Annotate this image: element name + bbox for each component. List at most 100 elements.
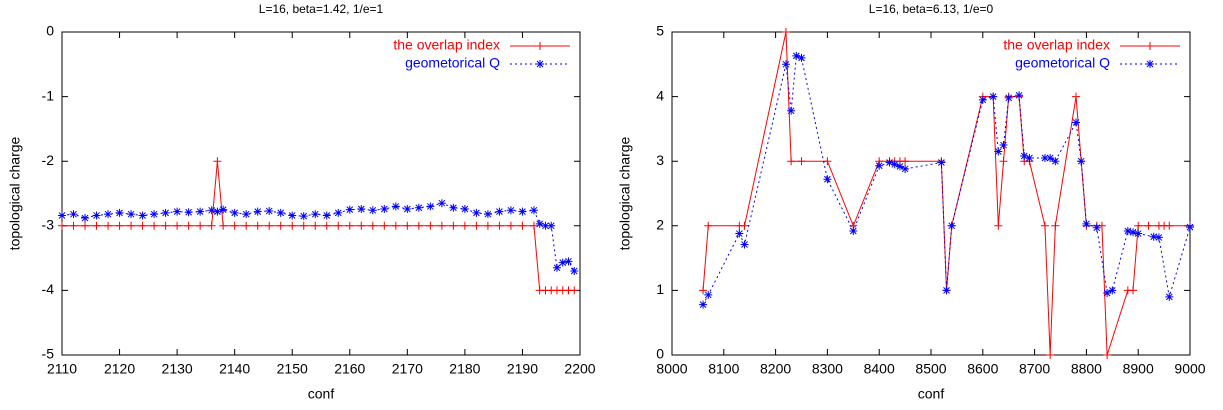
legend-marker: [536, 42, 544, 50]
data-point: [1165, 221, 1174, 230]
data-point: [161, 221, 170, 230]
data-point: [1103, 288, 1112, 297]
data-point: [276, 221, 285, 230]
data-point: [345, 221, 354, 230]
x-tick-label: 2200: [564, 361, 595, 377]
data-point: [207, 221, 216, 230]
data-point: [380, 205, 389, 214]
data-point: [999, 141, 1008, 150]
chart-title: L=16, beta=1.42, 1/e=1: [259, 2, 384, 16]
data-point: [334, 221, 343, 230]
y-tick-label: -5: [42, 346, 55, 362]
y-axis-label: topological charge: [7, 136, 23, 250]
data-point: [989, 92, 998, 101]
x-tick-label: 9000: [1174, 361, 1205, 377]
data-point: [184, 208, 193, 217]
data-point: [792, 51, 801, 60]
data-point: [403, 221, 412, 230]
y-tick-label: 1: [656, 281, 664, 297]
data-point: [104, 221, 113, 230]
data-point: [69, 210, 78, 219]
x-tick-label: 8500: [915, 361, 946, 377]
x-tick-label: 8300: [812, 361, 843, 377]
data-point: [368, 206, 377, 215]
data-point: [357, 221, 366, 230]
data-point: [937, 158, 946, 167]
data-point: [1134, 221, 1143, 230]
data-point: [552, 263, 561, 272]
data-point: [1103, 351, 1112, 359]
data-point: [265, 221, 274, 230]
data-point: [437, 221, 446, 230]
data-point: [895, 162, 904, 171]
data-point: [875, 161, 884, 170]
data-point: [495, 221, 504, 230]
data-point: [564, 257, 573, 266]
data-point: [1092, 223, 1101, 232]
data-point: [1004, 93, 1013, 102]
data-point: [265, 206, 274, 215]
data-point: [797, 53, 806, 62]
x-tick-label: 8200: [760, 361, 791, 377]
data-point: [242, 221, 251, 230]
data-point: [92, 211, 101, 220]
data-point: [58, 211, 66, 220]
data-point: [781, 28, 790, 36]
legend-label: the overlap index: [1003, 37, 1110, 53]
data-point: [518, 221, 527, 230]
data-point: [483, 221, 492, 230]
data-point: [1015, 91, 1024, 100]
legend-marker: [536, 60, 544, 68]
data-point: [1046, 153, 1055, 162]
data-point: [150, 210, 159, 219]
data-point: [1040, 153, 1049, 162]
data-point: [740, 240, 749, 249]
y-tick-label: 4: [656, 87, 664, 103]
data-point: [391, 221, 400, 230]
x-tick-label: 8900: [1123, 361, 1154, 377]
data-point: [196, 221, 205, 230]
data-point: [797, 157, 806, 166]
plot-frame: [61, 31, 581, 356]
data-point: [253, 207, 262, 216]
data-point: [1165, 292, 1174, 301]
data-point: [230, 221, 239, 230]
y-tick-label: -1: [42, 87, 55, 103]
data-point: [1134, 229, 1143, 238]
data-point: [127, 221, 136, 230]
data-point: [823, 157, 832, 166]
x-tick-label: 2120: [104, 361, 135, 377]
x-axis-label: conf: [918, 386, 945, 402]
x-tick-label: 2190: [507, 361, 538, 377]
data-point: [242, 210, 251, 219]
y-axis-label: topological charge: [617, 136, 633, 250]
data-point: [1149, 232, 1158, 241]
data-point: [219, 205, 228, 214]
data-point: [947, 221, 956, 230]
data-point: [901, 164, 910, 173]
legend-label: geometorical Q: [1015, 55, 1110, 71]
x-tick-label: 2160: [334, 361, 365, 377]
data-point: [994, 221, 1003, 230]
data-point: [1186, 223, 1194, 232]
data-point: [740, 221, 749, 230]
y-tick-label: -2: [42, 152, 55, 168]
y-tick-label: 2: [656, 217, 664, 233]
data-point: [1025, 153, 1034, 162]
data-point: [380, 221, 389, 230]
data-point: [506, 206, 515, 215]
data-point: [890, 160, 899, 169]
data-point: [994, 147, 1003, 156]
data-point: [69, 221, 78, 230]
data-point: [1129, 286, 1138, 295]
data-point: [1072, 118, 1081, 127]
data-point: [535, 219, 544, 228]
data-point: [437, 199, 446, 208]
data-point: [299, 212, 308, 221]
data-point: [1051, 221, 1060, 230]
data-point: [704, 290, 713, 299]
data-point: [472, 208, 481, 217]
data-point: [173, 221, 182, 230]
